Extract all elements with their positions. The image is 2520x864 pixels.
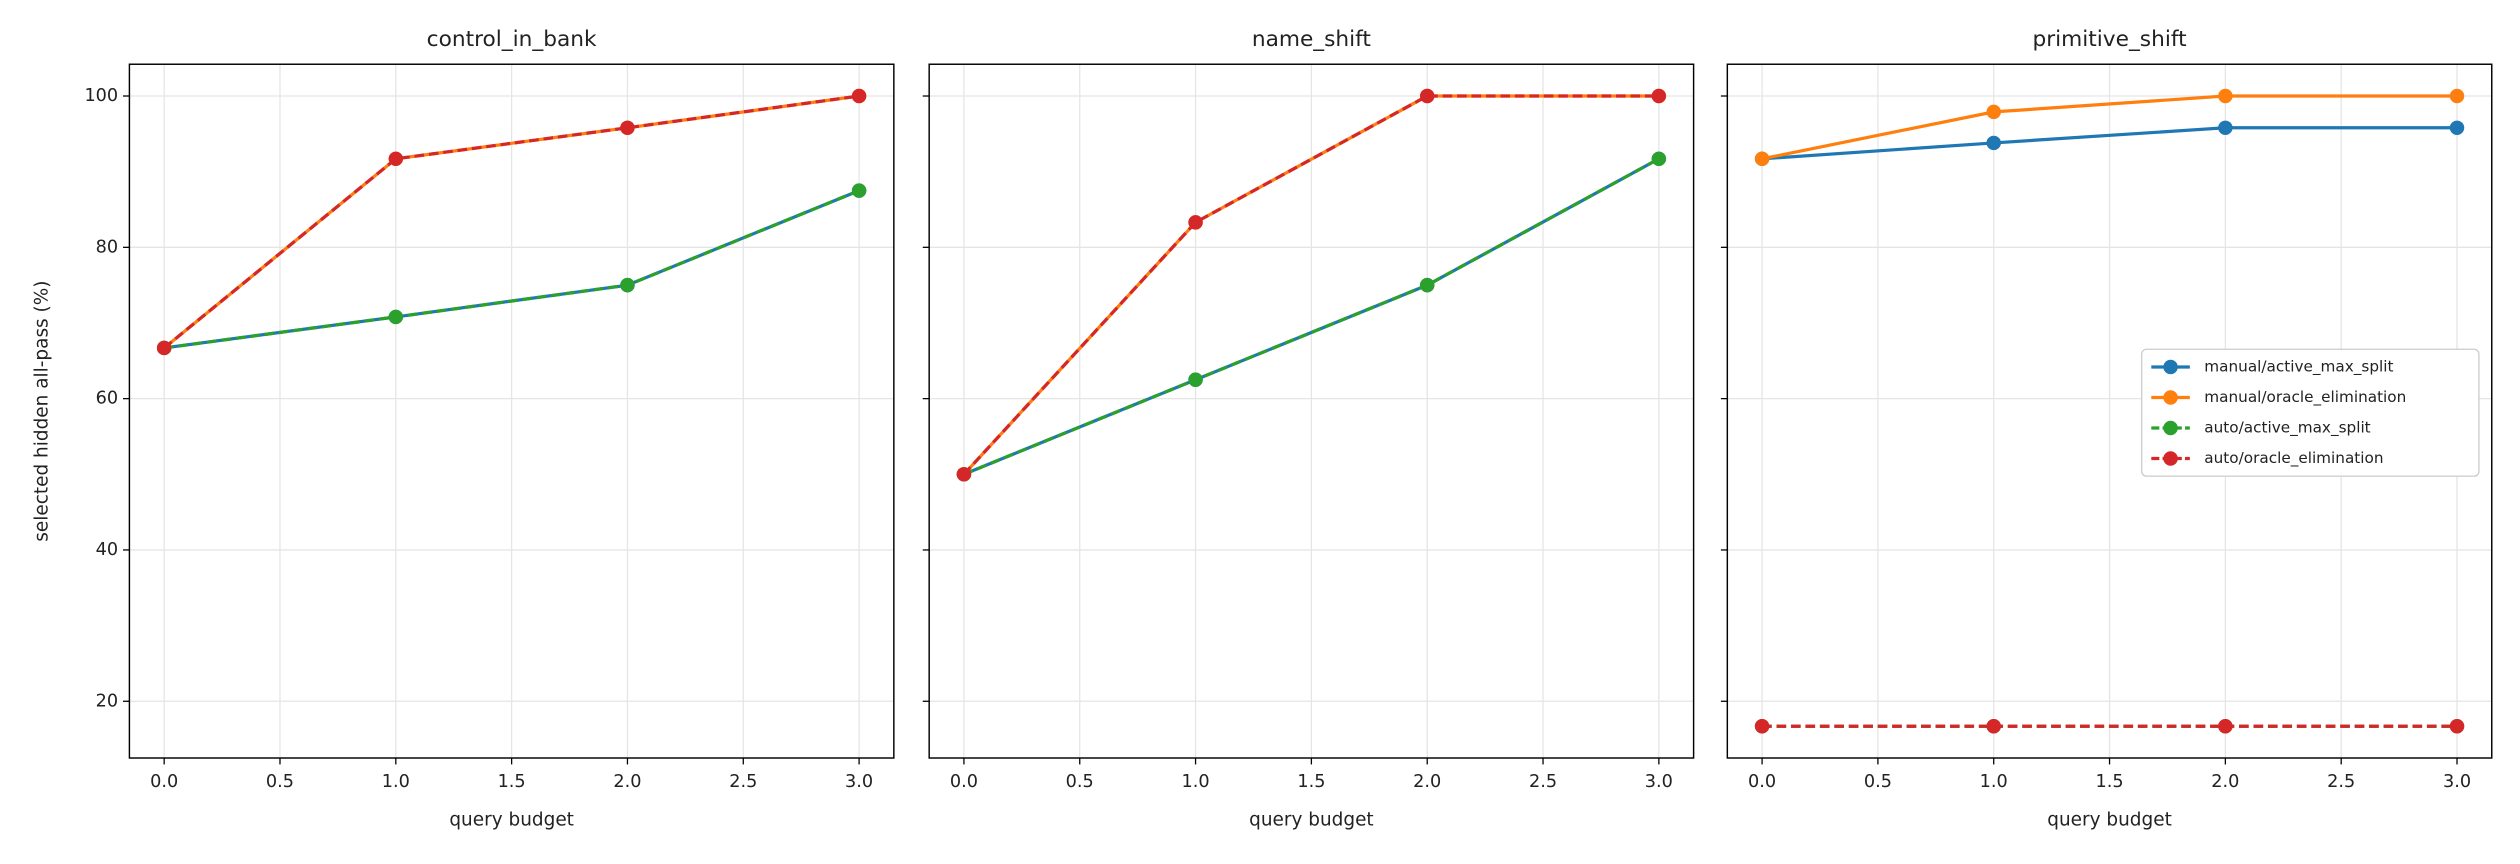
x-tick-label: 2.5 [729, 772, 757, 792]
legend-label: auto/active_max_split [2204, 418, 2370, 437]
x-tick-label: 2.5 [2327, 772, 2355, 792]
point [1754, 151, 1770, 167]
y-axis-label: selected hidden all-pass (%) [32, 281, 53, 542]
y-tick-label: 40 [96, 540, 118, 560]
legend-label: manual/oracle_elimination [2204, 388, 2406, 407]
x-tick-label: 0.5 [1066, 772, 1094, 792]
y-tick-label: 100 [84, 86, 118, 106]
point [1651, 151, 1667, 167]
point [620, 277, 635, 293]
x-tick-label: 1.0 [1182, 772, 1210, 792]
point [956, 467, 972, 482]
x-tick-label: 0.0 [150, 772, 178, 792]
x-axis-label: query budget [1249, 810, 1374, 831]
point [1986, 135, 2001, 151]
panel-title: control_in_bank [427, 27, 597, 52]
point [388, 309, 404, 325]
series-line [963, 157, 1660, 476]
point [388, 151, 404, 167]
legend-marker [2163, 390, 2178, 405]
legend-label: auto/oracle_elimination [2204, 449, 2383, 468]
point [2449, 120, 2465, 136]
point [1188, 372, 1203, 387]
point [2218, 719, 2233, 734]
point [1986, 719, 2001, 734]
x-tick-label: 2.0 [2211, 772, 2239, 792]
legend-marker [2163, 420, 2178, 436]
point [851, 183, 867, 198]
point [2218, 88, 2233, 104]
point [1651, 88, 1667, 104]
panel: 0.0 0.5 1.0 1.5 2.0 2.5 3.0 20 40 60 80 100 control_… [32, 27, 895, 831]
legend: manual/active_max_split manual/oracle_eli… [2141, 348, 2480, 477]
y-tick-label: 80 [96, 237, 118, 257]
x-tick-label: 1.0 [1980, 772, 2008, 792]
y-tick-label: 60 [96, 389, 118, 409]
x-tick-label: 0.0 [1748, 772, 1776, 792]
panel-title: name_shift [1252, 27, 1371, 52]
x-tick-label: 3.0 [845, 772, 873, 792]
y-tick-label: 20 [96, 691, 118, 711]
axes-frame [1726, 63, 2493, 759]
point [2449, 88, 2465, 104]
axes-frame [128, 63, 895, 759]
x-axis-label: query budget [2047, 810, 2172, 831]
point [1188, 215, 1203, 230]
panel-title: primitive_shift [2032, 27, 2186, 52]
x-axis-label: query budget [449, 810, 574, 831]
x-tick-label: 1.5 [498, 772, 526, 792]
legend-label: manual/active_max_split [2204, 357, 2393, 376]
series-line [163, 94, 860, 350]
x-tick-label: 2.0 [613, 772, 641, 792]
point [1986, 104, 2001, 120]
point [2449, 719, 2465, 734]
series-line [1761, 126, 2458, 161]
panel: 0.0 0.5 1.0 1.5 2.0 2.5 3.0 primitive_shiftquer… [1720, 27, 2493, 831]
point [620, 120, 635, 136]
point [156, 340, 172, 356]
x-tick-label: 3.0 [1645, 772, 1673, 792]
point [1754, 719, 1770, 734]
x-tick-label: 2.5 [1529, 772, 1557, 792]
legend-marker [2163, 451, 2178, 466]
legend-marker [2163, 359, 2178, 375]
series-line [163, 189, 860, 350]
series-line [1761, 94, 2458, 161]
x-tick-label: 0.5 [1864, 772, 1892, 792]
point [1419, 277, 1435, 293]
x-tick-label: 1.5 [2095, 772, 2123, 792]
point [851, 88, 867, 104]
point [1419, 88, 1435, 104]
point [2218, 120, 2233, 136]
x-tick-label: 0.0 [950, 772, 978, 792]
x-tick-label: 2.0 [1413, 772, 1441, 792]
x-tick-label: 0.5 [266, 772, 294, 792]
x-tick-label: 1.5 [1297, 772, 1325, 792]
x-tick-label: 1.0 [382, 772, 410, 792]
axes-frame [928, 63, 1695, 759]
series-line [962, 94, 1659, 476]
legend-box [2141, 348, 2480, 477]
x-tick-label: 3.0 [2443, 772, 2471, 792]
